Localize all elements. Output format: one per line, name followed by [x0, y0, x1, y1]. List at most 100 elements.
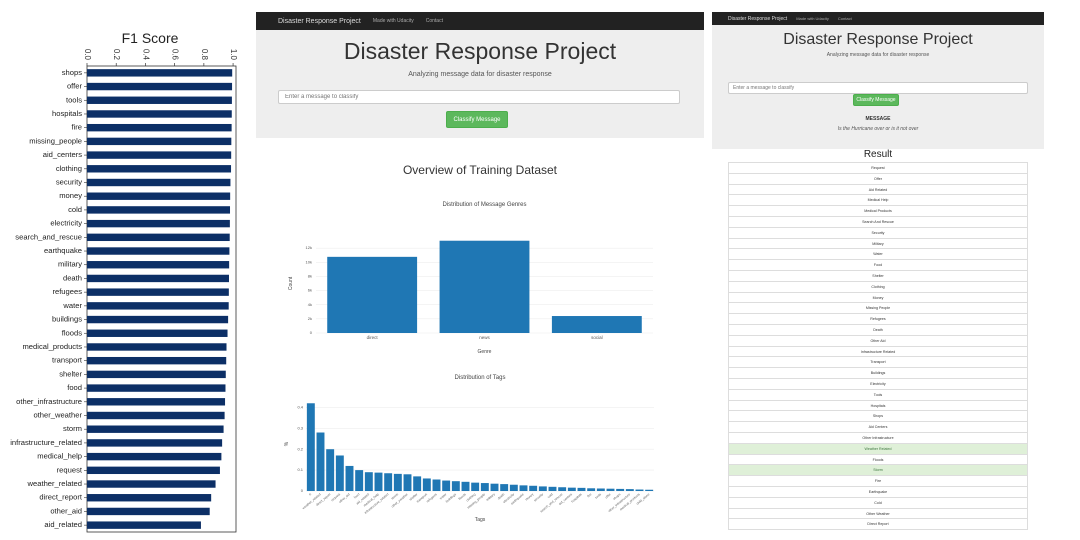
- f1-category-label: weather_related: [27, 479, 82, 488]
- genre-ytick-label: 2k: [308, 316, 312, 321]
- result-category-item: Transport: [728, 357, 1028, 369]
- tags-bar: [345, 465, 354, 491]
- tags-bar: [538, 486, 547, 491]
- tags-ytick-label: 0.2: [297, 446, 303, 451]
- tags-xtick-label: shops: [612, 492, 621, 501]
- result-category-item: Search And Rescue: [728, 216, 1028, 228]
- f1-chart-title: F1 Score: [121, 30, 179, 46]
- f1-bar: [87, 192, 231, 200]
- tags-bar: [480, 483, 489, 491]
- tags-bar: [606, 488, 615, 491]
- result-category-item: Storm: [728, 465, 1028, 477]
- result-category-item: Shops: [728, 411, 1028, 423]
- tags-bar: [335, 455, 344, 491]
- f1-category-label: missing_people: [29, 136, 82, 145]
- tags-xtick-label: military: [485, 492, 496, 502]
- f1-category-label: refugees: [52, 287, 82, 296]
- tags-bar: [616, 488, 625, 491]
- tags-xtick-label: rl: [308, 492, 312, 496]
- f1-bar: [87, 425, 224, 433]
- tags-bar: [355, 470, 364, 491]
- tags-xtick-label: fire: [586, 492, 592, 498]
- genre-ytick-label: 4k: [308, 302, 312, 307]
- classify-message-button[interactable]: Classify Message: [446, 111, 508, 128]
- tags-yaxis-label: %: [284, 441, 290, 446]
- nav-link-contact[interactable]: Contact: [837, 16, 852, 21]
- tags-xtick-label: buildings: [445, 492, 458, 503]
- result-category-item: Tools: [728, 389, 1028, 401]
- f1-score-chart: 0.0 0.2 0.4 0.6 0.8 1.0 shops offer tools hospita…: [10, 49, 238, 533]
- nav-link-udacity[interactable]: Made with Udacity: [372, 18, 414, 24]
- result-category-item: Request: [728, 163, 1028, 174]
- tags-bar: [587, 488, 596, 491]
- result-category-item: Security: [728, 227, 1028, 239]
- f1-bar: [87, 521, 201, 529]
- f1-category-label: money: [59, 191, 82, 200]
- tags-bar: [413, 476, 422, 491]
- result-category-item: Missing People: [728, 303, 1028, 315]
- tags-bar: [442, 480, 451, 491]
- f1-bar: [87, 466, 220, 475]
- f1-category-label: aid_related: [44, 520, 82, 529]
- f1-category-label: tools: [66, 95, 82, 104]
- result-category-item: Infrastructure Related: [728, 346, 1028, 358]
- result-category-item: Direct Report: [728, 519, 1028, 531]
- genre-xtick-label: social: [591, 335, 603, 340]
- nav-link-contact[interactable]: Contact: [425, 18, 443, 24]
- tags-xtick-label: water: [439, 492, 448, 501]
- tags-bar: [471, 482, 480, 491]
- f1-category-label: buildings: [52, 315, 82, 324]
- genre-distribution-chart: Distribution of Message Genres 0 2k 4k 6k 8k 1…: [288, 202, 653, 355]
- tags-xtick-label: security: [533, 492, 544, 502]
- tags-xtick-label: transport: [416, 492, 428, 503]
- f1-category-label: security: [56, 178, 82, 187]
- f1-category-label: medical_help: [37, 452, 82, 461]
- tags-bar: [635, 489, 644, 491]
- f1-category-label: cold: [68, 205, 82, 214]
- f1-bar: [87, 452, 222, 461]
- nav-link-udacity[interactable]: Made with Udacity: [796, 16, 829, 21]
- navbar-brand[interactable]: Disaster Response Project: [278, 17, 361, 25]
- f1-bar: [87, 123, 232, 132]
- f1-bar: [87, 411, 225, 420]
- result-category-item: Buildings: [728, 368, 1028, 379]
- f1-bar: [87, 439, 223, 447]
- genre-xaxis-label: Genre: [478, 349, 492, 355]
- result-category-item: Refugees: [728, 314, 1028, 325]
- tags-xtick-label: request: [330, 492, 341, 502]
- result-app-window: Disaster Response Project Made with Udac…: [712, 12, 1044, 540]
- f1-xtick-label: 0.6: [171, 49, 180, 61]
- f1-bar: [87, 329, 228, 337]
- f1-category-label: hospitals: [52, 109, 82, 118]
- f1-category-label: other_aid: [50, 506, 82, 515]
- tags-bar: [316, 432, 325, 491]
- f1-category-label: storm: [63, 424, 82, 433]
- result-category-item: Floods: [728, 454, 1028, 466]
- f1-bar: [87, 288, 229, 296]
- tags-xtick-label: storm: [390, 492, 399, 500]
- jumbotron: Disaster Response Project Analyzing mess…: [712, 25, 1044, 149]
- tags-xtick-label: hospitals: [570, 492, 583, 503]
- navbar-brand[interactable]: Disaster Response Project: [728, 15, 788, 22]
- result-category-item: Food: [728, 260, 1028, 271]
- message-input[interactable]: [728, 82, 1028, 94]
- result-category-item: Clothing: [728, 281, 1028, 293]
- f1-category-label: offer: [67, 82, 83, 91]
- f1-category-label: infrastructure_related: [10, 438, 82, 447]
- message-input[interactable]: [278, 90, 680, 104]
- classify-message-button[interactable]: Classify Message: [853, 94, 899, 106]
- tags-bar: [577, 487, 586, 491]
- tags-bar: [548, 486, 557, 491]
- tags-xtick-label: floods: [458, 492, 467, 501]
- result-category-item: Other Aid: [728, 335, 1028, 347]
- tags-xtick-label: offer: [604, 492, 612, 500]
- result-category-item: Cold: [728, 497, 1028, 509]
- f1-xtick-label: 0.2: [112, 49, 121, 61]
- result-category-item: Aid Related: [728, 184, 1028, 196]
- tags-bar: [461, 481, 470, 491]
- message-text: Is the Hurricane over or is it not over: [837, 126, 919, 132]
- tags-bar: [306, 403, 315, 491]
- result-category-item: Weather Related: [728, 443, 1028, 455]
- page-title: Disaster Response Project: [343, 38, 617, 64]
- tags-bar: [451, 481, 460, 491]
